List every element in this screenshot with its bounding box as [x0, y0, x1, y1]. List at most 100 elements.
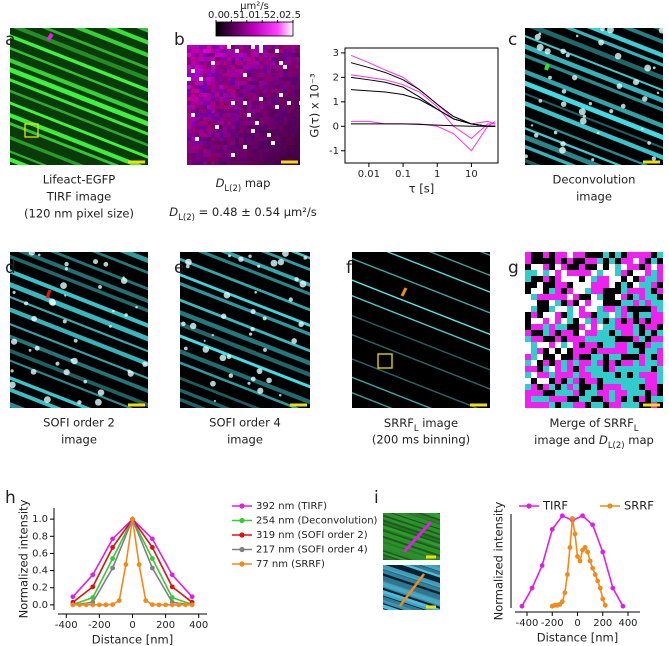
image-bg	[352, 252, 490, 408]
blob	[299, 280, 307, 288]
pixel	[275, 109, 279, 113]
pixel	[267, 161, 271, 165]
caption: DL(2) map	[216, 176, 271, 194]
pixel	[525, 264, 531, 270]
pixel	[549, 324, 555, 330]
pixel	[603, 396, 609, 402]
pixel	[279, 61, 283, 65]
pixel	[627, 318, 633, 324]
pixel	[299, 125, 300, 129]
pixel	[591, 276, 597, 282]
pixel	[259, 69, 263, 73]
filament	[10, 359, 134, 408]
pixel	[543, 282, 549, 288]
data-point	[143, 598, 149, 603]
pixel	[191, 141, 195, 145]
data-point	[590, 522, 596, 528]
pixel	[239, 117, 243, 121]
filament	[10, 67, 148, 127]
pixel	[251, 105, 255, 109]
pixel	[223, 89, 227, 93]
pixel	[231, 89, 235, 93]
blob	[181, 321, 186, 327]
pixel	[645, 342, 651, 348]
pixel	[223, 85, 227, 89]
pixel	[537, 360, 543, 366]
pixel	[561, 330, 567, 336]
pixel	[275, 85, 279, 89]
pixel	[203, 129, 207, 133]
pixel	[555, 336, 561, 342]
series-line	[350, 62, 496, 127]
pixel	[267, 49, 271, 53]
blob	[257, 264, 261, 268]
pixel	[207, 61, 211, 65]
pixel	[211, 125, 215, 129]
pixel	[567, 312, 573, 318]
panel-label: i	[374, 488, 379, 508]
pixel	[561, 402, 567, 408]
x-tick-label: 1	[434, 169, 440, 180]
pixel	[271, 141, 275, 145]
pixel	[525, 360, 531, 366]
blob	[270, 259, 278, 267]
pixel	[231, 45, 235, 49]
pixel	[657, 276, 663, 282]
blob	[530, 124, 534, 127]
pixel	[211, 81, 215, 85]
pixel	[259, 137, 263, 141]
pixel	[549, 330, 555, 336]
filament	[525, 69, 663, 129]
filament	[525, 116, 649, 165]
blob	[303, 256, 308, 260]
pixel	[219, 129, 223, 133]
pixel	[287, 65, 291, 69]
pixel	[561, 360, 567, 366]
pixel	[567, 300, 573, 306]
pixel	[283, 149, 287, 153]
blob	[185, 264, 190, 269]
pixel	[621, 378, 627, 384]
pixel	[219, 73, 223, 77]
pixel	[207, 125, 211, 129]
filament	[352, 333, 490, 390]
pixel	[633, 264, 639, 270]
pixel	[567, 288, 573, 294]
pixel	[263, 125, 267, 129]
pixel	[633, 324, 639, 330]
filament	[10, 348, 148, 408]
pixel	[227, 89, 231, 93]
blob	[560, 48, 566, 55]
pixel	[291, 157, 295, 161]
data-point	[564, 572, 570, 577]
data-point	[96, 602, 102, 608]
y-tick-label: 3	[333, 48, 339, 59]
pixel	[657, 312, 663, 318]
pixel	[195, 49, 199, 53]
blob	[538, 32, 542, 36]
data-point	[110, 536, 116, 542]
pixel	[609, 258, 615, 264]
pixel	[227, 93, 231, 97]
pixel	[235, 161, 239, 165]
blob	[544, 48, 551, 55]
pixel	[279, 69, 283, 73]
pixel	[603, 318, 609, 324]
pixel	[255, 89, 259, 93]
legend-marker	[239, 546, 245, 553]
pixel	[247, 137, 251, 141]
pixel	[287, 45, 291, 49]
pixel	[645, 258, 651, 264]
pixel	[531, 378, 537, 384]
pixel	[645, 360, 651, 366]
blob	[77, 400, 82, 405]
pixel	[219, 57, 223, 61]
pixel	[243, 45, 247, 49]
pixel	[227, 109, 231, 113]
y-tick-label: -1	[329, 146, 339, 157]
pixel	[537, 342, 543, 348]
pixel	[561, 318, 567, 324]
pixel	[203, 149, 207, 153]
pixel	[223, 49, 227, 53]
pixel	[227, 157, 231, 161]
